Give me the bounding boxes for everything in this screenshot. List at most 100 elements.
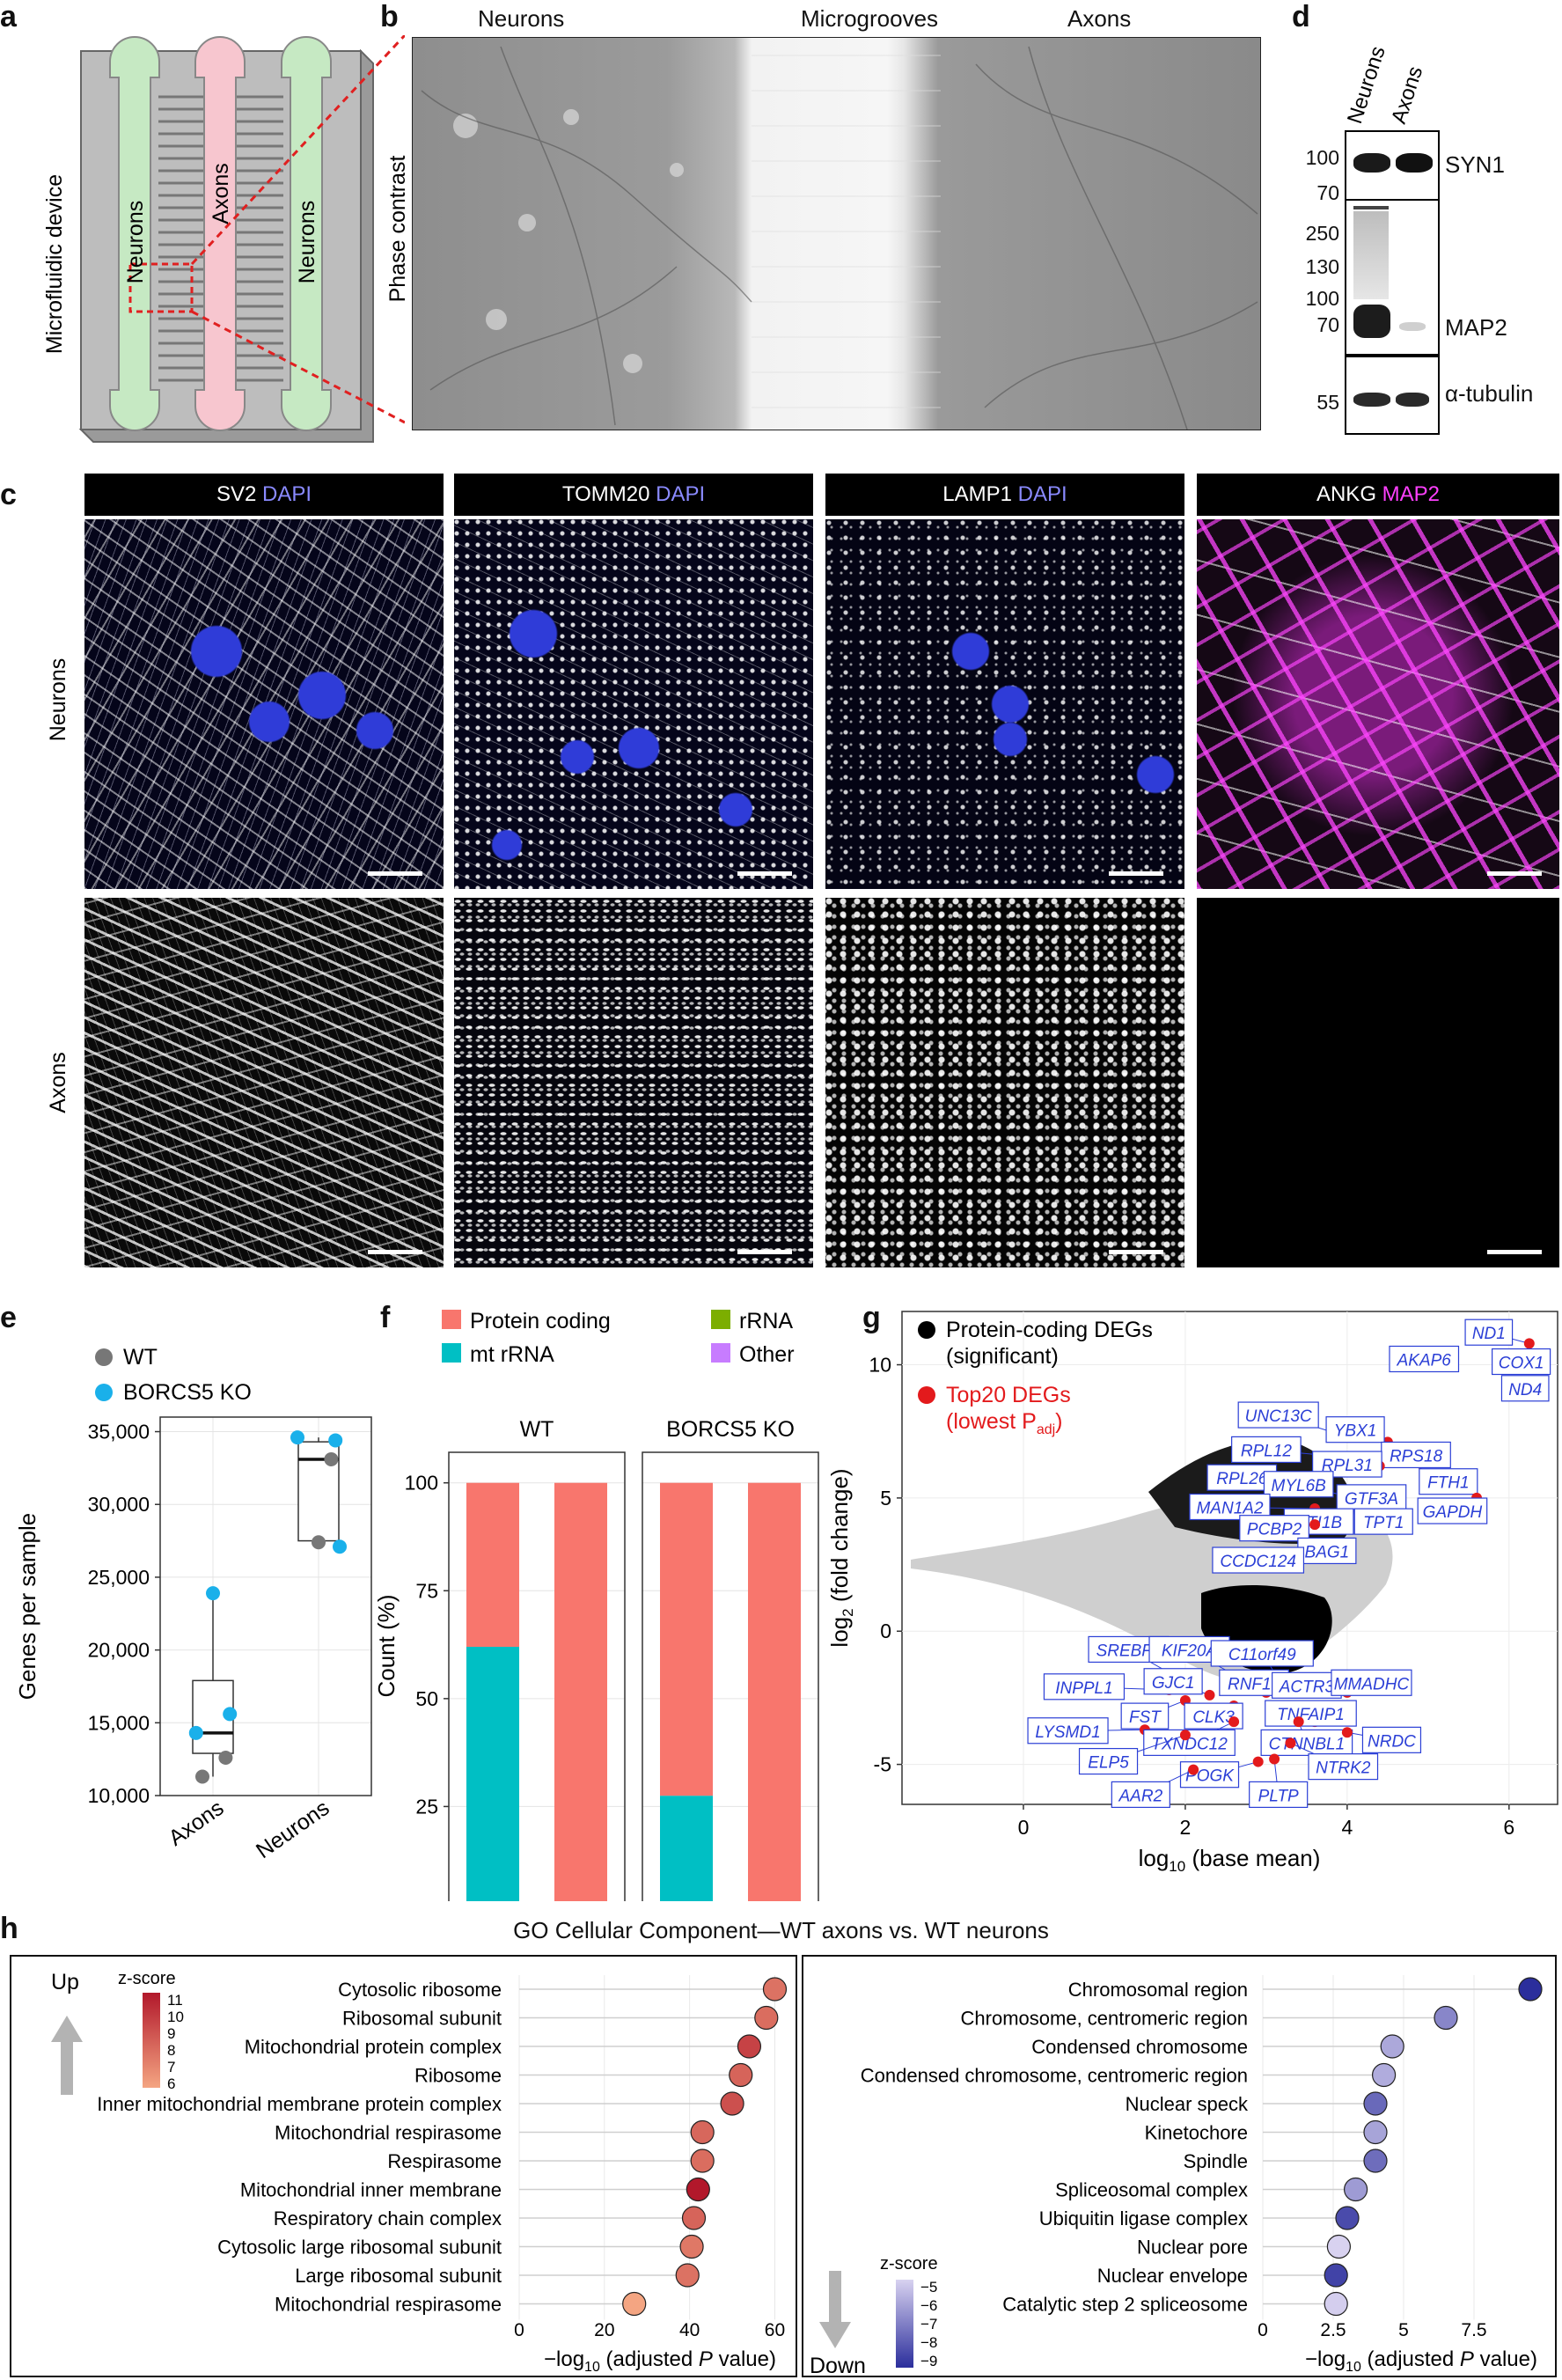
panel-letter-h: h <box>0 1912 18 1945</box>
go-term-dot <box>690 2149 715 2173</box>
gene-callout: RPS18 <box>1381 1441 1451 1469</box>
y-tick-label: 50 <box>415 1687 438 1710</box>
legend-marker-ko <box>95 1384 113 1401</box>
gene-label: FTH1 <box>1427 1474 1470 1493</box>
go-term-dot <box>729 2062 753 2088</box>
go-term-dot <box>1363 2091 1388 2116</box>
image-ankg-neurons <box>1197 519 1559 889</box>
x-tick-label: 40 <box>679 2320 700 2340</box>
x-tick-label: 4 <box>1341 1816 1353 1839</box>
gene-label: ELP5 <box>1088 1754 1129 1773</box>
panel-frame-up <box>10 1955 797 2377</box>
gene-callout: AAR2 <box>1111 1764 1199 1809</box>
top-gene-point <box>1204 1689 1215 1701</box>
gene-label-box <box>1043 1673 1126 1701</box>
go-term-row: Inner mitochondrial membrane protein com… <box>97 2091 744 2116</box>
gene-callout: NRDC <box>1341 1726 1422 1753</box>
blot-target-tubulin: α-tubulin <box>1445 380 1534 407</box>
top-gene-point <box>1252 1756 1264 1767</box>
gene-label-box <box>1239 1515 1309 1542</box>
go-term-dot <box>1343 2177 1368 2202</box>
y-tick-label: 30,000 <box>88 1493 150 1516</box>
gene-label-box <box>1078 1747 1139 1775</box>
gene-label: AAR2 <box>1118 1787 1163 1805</box>
marker-100-syn1: 100 <box>1305 146 1339 169</box>
down-arrow-icon <box>819 2271 851 2348</box>
go-term-label: Mitochondrial protein complex <box>245 2036 502 2058</box>
x-axis-label-h-down: −log10 (adjusted P value) <box>1305 2347 1537 2375</box>
zscore-tick-label: −5 <box>920 2279 937 2296</box>
go-term-row: Large ribosomal subunit <box>295 2263 700 2288</box>
go-term-row: Mitochondrial respirasome <box>275 2119 715 2145</box>
gene-callout: GJC1 <box>1143 1668 1215 1701</box>
gene-callout: TPT1 <box>1353 1508 1413 1535</box>
gene-label: RPL26 <box>1216 1470 1268 1488</box>
gene-callout: ND1 <box>1464 1319 1535 1349</box>
legend-marker-deg <box>918 1321 935 1339</box>
gene-label-box <box>1325 1416 1385 1443</box>
scale-bar <box>737 871 792 876</box>
gene-label-box <box>1464 1319 1514 1346</box>
y-axis-ticks: 0255075100 <box>405 1472 449 1818</box>
x-tick-label: 0 <box>1018 1816 1030 1839</box>
down-label: Down <box>810 2354 866 2378</box>
image-tomm20-axons <box>454 898 813 1267</box>
gene-callout: PCBP2 <box>1239 1515 1321 1542</box>
go-term-row: Condensed chromosome, centromeric region <box>861 2062 1397 2088</box>
go-term-dot <box>1326 2234 1352 2259</box>
channel-label-right: Neurons <box>295 201 319 284</box>
go-term-label: Respirasome <box>387 2150 502 2172</box>
gene-label: NTRK2 <box>1316 1759 1371 1778</box>
gene-callout: ND4 <box>1500 1375 1550 1402</box>
gene-label-box <box>1143 1668 1203 1695</box>
gene-label: SREBF1 <box>1096 1642 1162 1660</box>
facet-titles: WT BORCS5 KO <box>520 1417 795 1442</box>
panel-a-device-diagram: Neurons Axons Neurons <box>78 35 405 443</box>
region-label-microgrooves: Microgrooves <box>801 5 939 32</box>
top-gene-point <box>1341 1727 1353 1738</box>
panel-letter-c: c <box>0 478 17 511</box>
gene-callout: FTH1 <box>1419 1468 1478 1495</box>
gene-label: C11orf49 <box>1228 1646 1296 1664</box>
gene-label-box <box>1353 1508 1413 1535</box>
phase-contrast-image <box>412 37 1261 430</box>
top-gene-point <box>1179 1730 1191 1741</box>
go-term-label: Condensed chromosome, centromeric region <box>861 2065 1248 2087</box>
gene-label: PLTP <box>1258 1787 1299 1805</box>
counterstain-label: MAP2 <box>1382 482 1441 506</box>
gene-label-box <box>1500 1375 1550 1402</box>
marker-70-syn1: 70 <box>1316 181 1339 204</box>
callout-line-bottom <box>191 310 405 424</box>
gene-label: UNC13C <box>1245 1407 1312 1426</box>
legend-marker-top20 <box>918 1386 935 1404</box>
x-tick-label: 0 <box>1258 2320 1268 2340</box>
go-term-row: Chromosome, centromeric region <box>961 2005 1458 2031</box>
row-label-axons: Axons <box>46 1052 70 1113</box>
point-ko <box>290 1430 304 1445</box>
plot-frame-g <box>901 1311 1558 1805</box>
x-tick-label: 20 <box>594 2320 614 2340</box>
zscore-tick-label: −6 <box>920 2297 937 2314</box>
gene-label: YBX1 <box>1334 1422 1377 1441</box>
y-tick-label: -5 <box>874 1753 891 1776</box>
gene-label: TNFAIP1 <box>1277 1706 1345 1724</box>
channel-label-middle: Axons <box>209 163 233 224</box>
panel-frame-down <box>802 1955 1557 2377</box>
panel-a-side-label: Microfluidic device <box>42 174 67 354</box>
zscore-tick-label: −8 <box>920 2334 937 2351</box>
y-axis-ticks: -5 0 5 10 <box>869 1354 902 1776</box>
panel-letter-g: g <box>862 1301 881 1334</box>
chart-h-down: Down z-score −5−6 −7 −8 −9 Chromosomal regi… <box>802 1955 1557 2378</box>
go-term-label: Chromosome, centromeric region <box>961 2008 1248 2030</box>
gene-label-box <box>1265 1700 1357 1727</box>
gene-label: CCDC124 <box>1220 1553 1296 1571</box>
y-tick-label: 15,000 <box>88 1711 150 1734</box>
scale-bar <box>737 1250 792 1254</box>
gene-label: MYL6B <box>1272 1477 1327 1495</box>
panel-letter-a: a <box>0 0 17 33</box>
point-wt <box>195 1769 209 1784</box>
go-term-dot <box>762 1977 788 2002</box>
gene-label-box <box>1336 1484 1407 1511</box>
header-sv2: SV2 DAPI <box>84 474 444 516</box>
zscore-colorbar-up <box>143 1993 160 2088</box>
